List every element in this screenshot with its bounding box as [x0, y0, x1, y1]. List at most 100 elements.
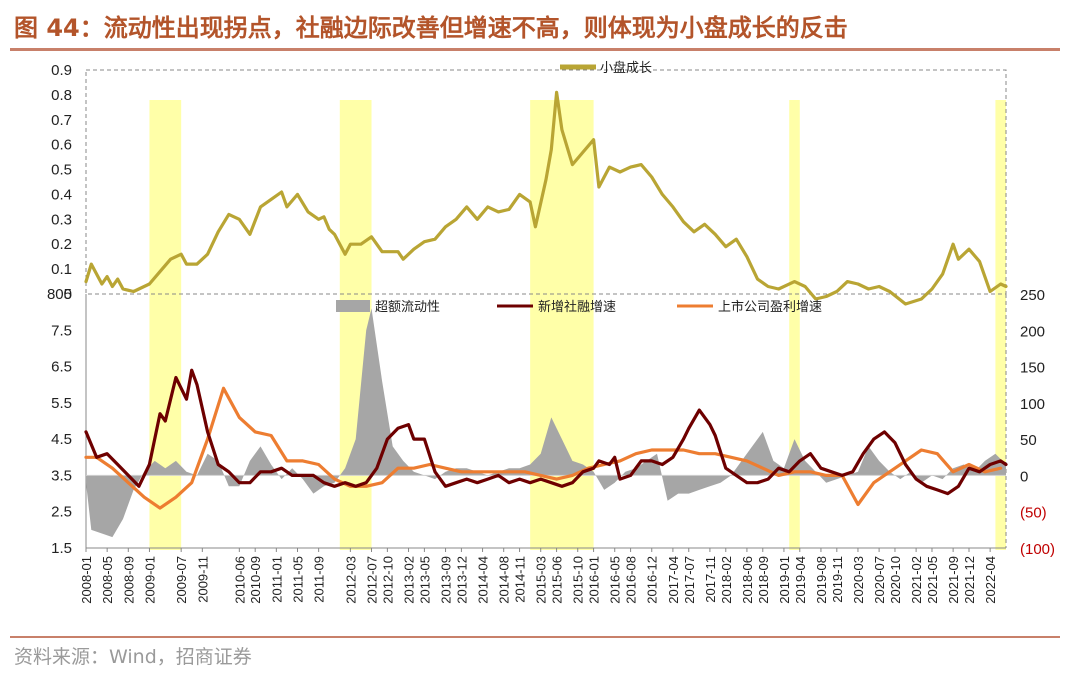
x-tick-2016-12: 2016-12	[645, 556, 660, 604]
highlight-band-3	[530, 100, 594, 550]
x-tick-2016-05: 2016-05	[608, 556, 623, 604]
x-tick-2014-08: 2014-08	[497, 556, 512, 604]
y-tick-left-overlap: 805	[47, 286, 72, 303]
highlight-band-1	[149, 100, 182, 550]
y-tick-left-1.5: 1.5	[51, 540, 72, 557]
y-tick-right--50: (50)	[1020, 505, 1047, 522]
x-tick-2021-12: 2021-12	[962, 556, 977, 604]
x-tick-2016-08: 2016-08	[624, 556, 639, 604]
x-tick-2014-11: 2014-11	[513, 556, 528, 603]
x-tick-2019-04: 2019-04	[793, 556, 808, 604]
x-tick-2013-12: 2013-12	[454, 556, 469, 604]
x-tick-2015-10: 2015-10	[571, 556, 586, 604]
y-tick-right-250: 250	[1020, 287, 1045, 304]
x-tick-2021-05: 2021-05	[925, 556, 940, 604]
x-tick-2015-06: 2015-06	[550, 556, 565, 604]
y-tick-left-4.5: 4.5	[51, 431, 72, 448]
series-line-small-cap-growth	[84, 90, 1008, 306]
y-tick-top-0.4: 0.4	[51, 186, 72, 203]
x-tick-2013-09: 2013-09	[439, 556, 454, 604]
x-tick-2020-10: 2020-10	[888, 556, 903, 604]
x-tick-2012-10: 2012-10	[380, 556, 395, 604]
y-tick-right--100: (100)	[1020, 541, 1055, 558]
top-legend: 小盘成长	[560, 60, 652, 76]
line-series-layer	[84, 90, 1008, 510]
x-tick-2012-03: 2012-03	[343, 556, 358, 604]
x-tick-2013-05: 2013-05	[417, 556, 432, 604]
x-tick-2009-07: 2009-07	[174, 556, 189, 604]
y-tick-left-5.5: 5.5	[51, 395, 72, 412]
series-line-tsf-growth	[84, 368, 1008, 496]
x-tick-2010-09: 2010-09	[248, 556, 263, 604]
x-tick-2015-03: 2015-03	[534, 556, 549, 604]
x-tick-2011-01: 2011-01	[269, 556, 284, 603]
x-tick-2018-02: 2018-02	[719, 556, 734, 604]
x-tick-2018-06: 2018-06	[740, 556, 755, 604]
x-tick-2008-09: 2008-09	[121, 556, 136, 604]
x-tick-2022-04: 2022-04	[983, 556, 998, 604]
x-tick-2019-01: 2019-01	[777, 556, 792, 604]
bottom-legend: 超额流动性 新增社融增速 上市公司盈利增速	[336, 299, 822, 315]
y-tick-right-0: 0	[1020, 468, 1028, 485]
x-tick-2019-08: 2019-08	[814, 556, 829, 604]
y-tick-top-0.5: 0.5	[51, 162, 72, 179]
y-tick-right-200: 200	[1020, 323, 1045, 340]
x-tick-2013-02: 2013-02	[402, 556, 417, 604]
series-area-excess-liquidity	[86, 308, 1006, 538]
top-y-ticks: 0.9 0.8 0.7 0.6 0.5 0.4 0.3 0.2 0.1 0	[51, 62, 72, 303]
x-ticks: 2008-01 2008-05 2008-09 2009-01 2009-07 2009-…	[79, 548, 998, 604]
x-tick-2017-07: 2017-07	[682, 556, 697, 604]
y-tick-right-150: 150	[1020, 360, 1045, 377]
x-tick-2018-09: 2018-09	[756, 556, 771, 604]
y-tick-top-0.6: 0.6	[51, 137, 72, 154]
top-panel-frame	[85, 69, 1007, 295]
x-tick-2012-07: 2012-07	[365, 556, 380, 604]
x-tick-2011-05: 2011-05	[290, 556, 305, 603]
legend-label-small-cap-growth: 小盘成长	[600, 60, 652, 76]
excess-liquidity-layer	[86, 308, 1006, 538]
x-tick-2016-01: 2016-01	[587, 556, 602, 604]
legend-swatch-excess-liquidity	[336, 300, 370, 312]
source-note: 资料来源：Wind，招商证券	[14, 646, 252, 668]
y-tick-left-2.5: 2.5	[51, 504, 72, 521]
bottom-right-y-ticks: 250 200 150 100 50 0 (50) (100)	[1020, 287, 1055, 558]
highlight-band-5	[995, 100, 1006, 550]
y-tick-top-0.8: 0.8	[51, 87, 72, 104]
figure-title: 图 44：流动性出现拐点，社融边际改善但增速不高，则体现为小盘成长的反击	[14, 14, 848, 42]
footer-rule	[10, 636, 1060, 638]
x-tick-2020-07: 2020-07	[872, 556, 887, 604]
x-tick-2017-11: 2017-11	[703, 556, 718, 603]
x-tick-2008-05: 2008-05	[100, 556, 115, 604]
highlight-bands	[149, 100, 1006, 550]
x-tick-2020-03: 2020-03	[851, 556, 866, 604]
y-tick-top-0.3: 0.3	[51, 211, 72, 228]
x-tick-2010-06: 2010-06	[232, 556, 247, 604]
x-tick-2009-01: 2009-01	[142, 556, 157, 604]
series-line-earnings-growth	[84, 386, 1003, 510]
y-tick-left-3.5: 3.5	[51, 467, 72, 484]
x-tick-2011-09: 2011-09	[312, 556, 327, 603]
y-tick-top-0.1: 0.1	[51, 261, 72, 278]
title-rule	[10, 48, 1060, 51]
highlight-band-4	[789, 100, 800, 550]
y-tick-top-0.7: 0.7	[51, 112, 72, 129]
legend-label-tsf-growth: 新增社融增速	[538, 299, 616, 315]
y-tick-right-50: 50	[1020, 432, 1037, 449]
y-tick-top-0.9: 0.9	[51, 62, 72, 79]
y-tick-left-7.5: 7.5	[51, 322, 72, 339]
legend-label-excess-liquidity: 超额流动性	[375, 300, 440, 315]
x-tick-2019-11: 2019-11	[830, 556, 845, 603]
x-tick-2021-02: 2021-02	[909, 556, 924, 604]
x-tick-2017-04: 2017-04	[666, 556, 681, 604]
y-tick-left-6.5: 6.5	[51, 359, 72, 376]
x-tick-2014-04: 2014-04	[476, 556, 491, 604]
bottom-left-y-ticks: 7.5 6.5 5.5 4.5 3.5 2.5 1.5 805	[47, 286, 72, 557]
legend-label-earnings-growth: 上市公司盈利增速	[718, 299, 822, 315]
x-tick-2021-09: 2021-09	[946, 556, 961, 604]
y-tick-top-0: 0	[64, 286, 72, 303]
y-tick-right-100: 100	[1020, 396, 1045, 413]
y-tick-top-0.2: 0.2	[51, 236, 72, 253]
x-tick-2009-11: 2009-11	[195, 556, 210, 603]
x-tick-2008-01: 2008-01	[79, 556, 94, 604]
